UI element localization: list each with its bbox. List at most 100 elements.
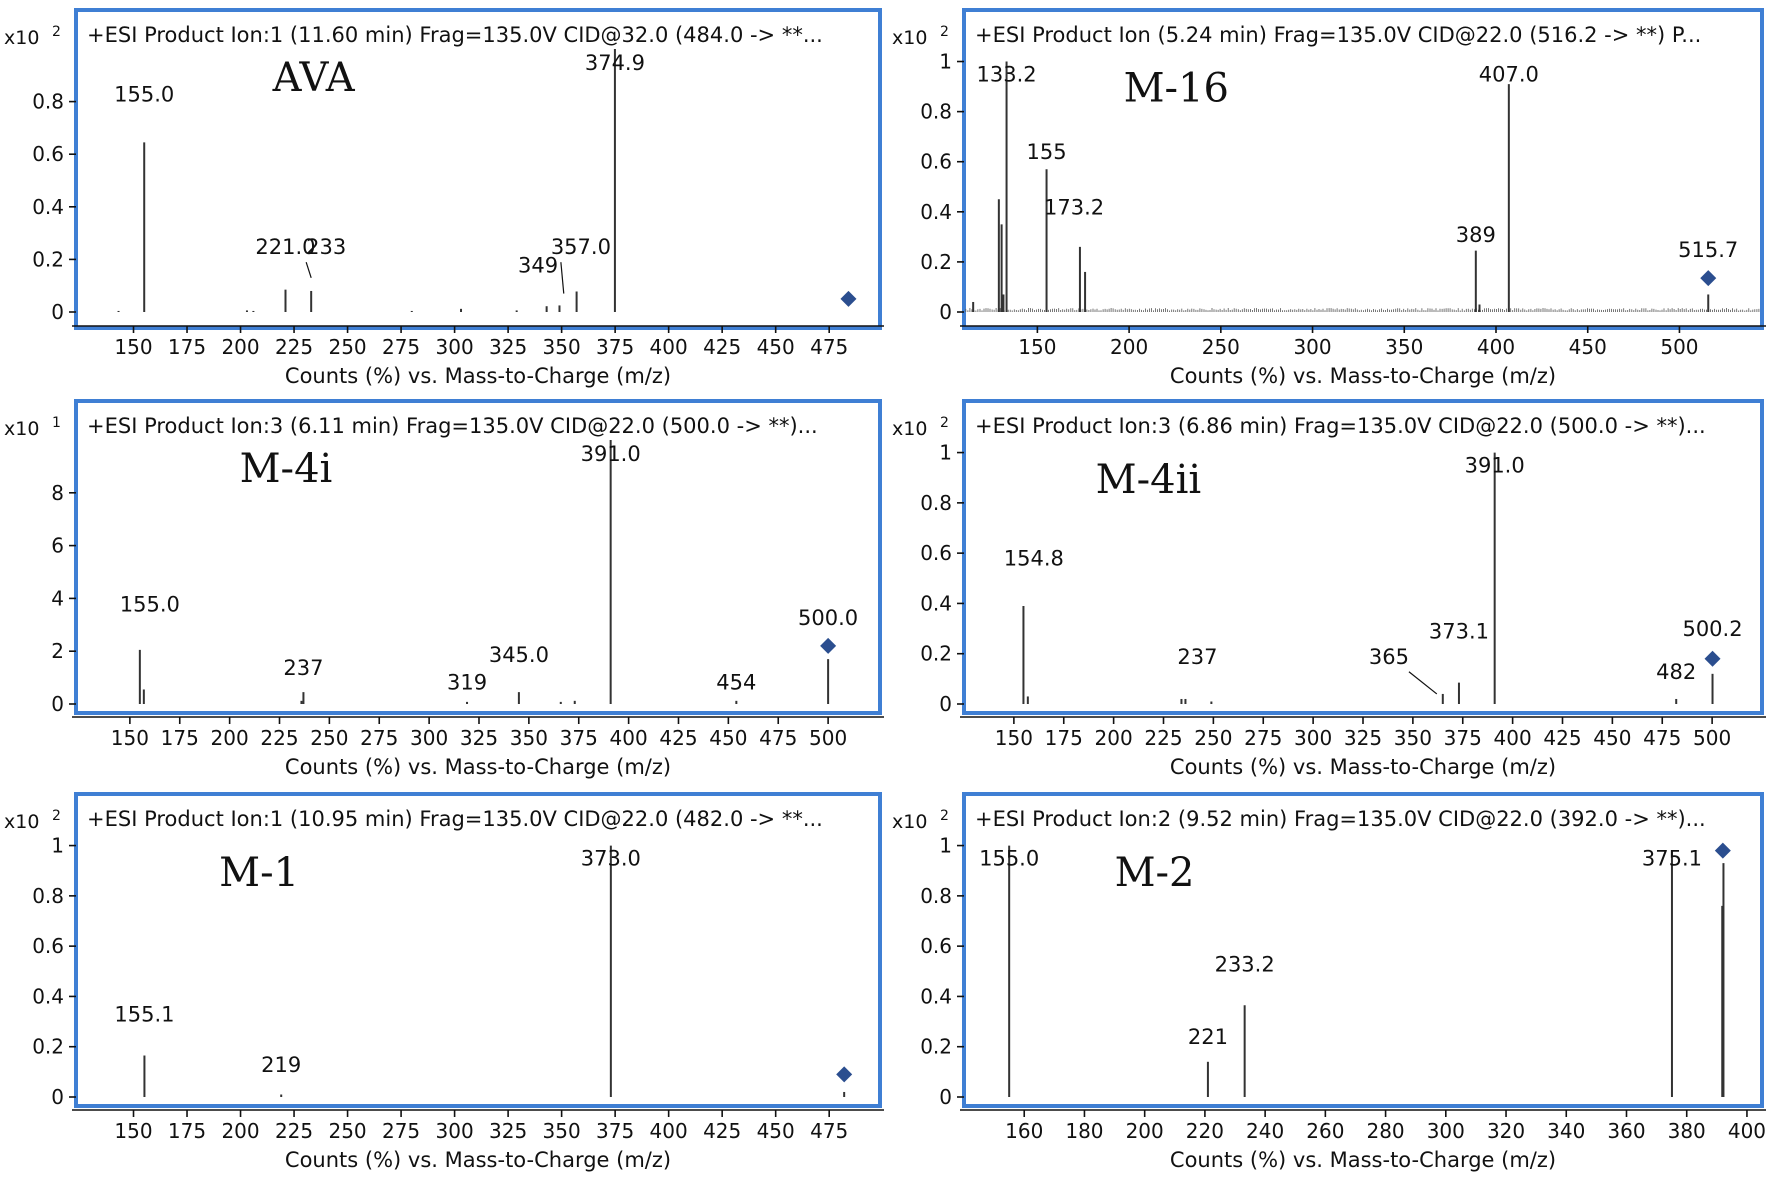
y-tick-label: 0.4: [920, 591, 952, 615]
y-tick-label: 0.8: [920, 100, 952, 124]
axis-multiplier: x10: [892, 27, 927, 49]
peak-label: 133.2: [976, 63, 1036, 87]
x-tick-label: 375: [596, 335, 634, 359]
panel-frame: [962, 792, 1764, 1108]
x-tick-label: 300: [1293, 335, 1331, 359]
x-tick-label: 450: [757, 335, 795, 359]
y-tick-label: 0: [51, 1085, 64, 1109]
x-tick-label: 425: [703, 1119, 741, 1143]
precursor-marker: [820, 637, 837, 654]
compound-label: M-16: [1124, 66, 1229, 112]
baseline-noise: [965, 308, 1760, 312]
peak-label: 155.1: [114, 1003, 174, 1027]
x-tick-label: 475: [759, 726, 797, 750]
x-tick-label: 450: [1593, 726, 1631, 750]
y-tick-label: 1: [939, 50, 952, 74]
peak-label: 233: [306, 235, 346, 259]
x-tick-label: 475: [810, 335, 848, 359]
peak-label: 454: [716, 670, 756, 694]
peak-label: 374.9: [585, 51, 645, 75]
y-tick-label: 0.8: [920, 491, 952, 515]
y-tick-label: 0.6: [32, 934, 64, 958]
x-tick-label: 250: [328, 1119, 366, 1143]
peak-label: 155: [1027, 140, 1067, 164]
spectrum-panel-5: x10 2 +ESI Product Ion:1 (10.95 min) Frag=…: [4, 792, 884, 1172]
axis-multiplier-exponent: 2: [940, 24, 949, 40]
axis-multiplier-exponent: 1: [52, 415, 61, 431]
x-axis-label: Counts (%) vs. Mass-to-Charge (m/z): [285, 755, 671, 779]
x-tick-label: 280: [1366, 1119, 1404, 1143]
panel-header: +ESI Product Ion:1 (10.95 min) Frag=135.…: [87, 807, 823, 831]
y-tick-label: 4: [51, 586, 64, 610]
x-tick-label: 200: [1110, 335, 1148, 359]
x-tick-label: 320: [1487, 1119, 1525, 1143]
x-tick-label: 175: [161, 726, 199, 750]
x-tick-label: 150: [1018, 335, 1056, 359]
panel-header: +ESI Product Ion:2 (9.52 min) Frag=135.0…: [975, 807, 1706, 831]
spectrum-panel-1: x10 2 +ESI Product Ion:1 (11.60 min) Frag=…: [4, 8, 884, 388]
y-tick-label: 0.4: [920, 984, 952, 1008]
x-tick-label: 425: [659, 726, 697, 750]
peak-label: 219: [261, 1053, 301, 1077]
spectrum-panel-2: x10 2 +ESI Product Ion (5.24 min) Frag=135…: [892, 8, 1766, 388]
spectrum-panel-3: x10 1 +ESI Product Ion:3 (6.11 min) Frag=1…: [4, 399, 884, 779]
x-tick-label: 350: [543, 335, 581, 359]
panel-header: +ESI Product Ion:1 (11.60 min) Frag=135.…: [87, 23, 823, 47]
x-axis-label: Counts (%) vs. Mass-to-Charge (m/z): [285, 364, 671, 388]
peak-label: 391.0: [1465, 454, 1525, 478]
x-tick-label: 275: [382, 1119, 420, 1143]
y-tick-label: 0.8: [32, 90, 64, 114]
y-tick-label: 0.6: [920, 934, 952, 958]
y-tick-label: 0.8: [32, 884, 64, 908]
y-tick-label: 0.8: [920, 884, 952, 908]
y-tick-label: 0.4: [920, 200, 952, 224]
axis-multiplier: x10: [4, 811, 39, 833]
peak-label: 407.0: [1479, 63, 1539, 87]
x-tick-label: 260: [1306, 1119, 1344, 1143]
y-tick-label: 0.4: [32, 984, 64, 1008]
x-tick-label: 500: [1693, 726, 1731, 750]
x-tick-label: 350: [1385, 335, 1423, 359]
y-tick-label: 0: [939, 692, 952, 716]
precursor-marker: [836, 1066, 853, 1083]
x-tick-label: 225: [1144, 726, 1182, 750]
compound-label: M-2: [1115, 850, 1195, 896]
x-axis-label: Counts (%) vs. Mass-to-Charge (m/z): [1170, 1148, 1556, 1172]
x-tick-label: 375: [560, 726, 598, 750]
x-tick-label: 240: [1246, 1119, 1284, 1143]
peak-label: 373.1: [1429, 620, 1489, 644]
y-tick-label: 6: [51, 534, 64, 558]
peak-label: 500.0: [798, 606, 858, 630]
x-tick-label: 225: [275, 1119, 313, 1143]
x-tick-label: 375: [1444, 726, 1482, 750]
x-tick-label: 325: [1344, 726, 1382, 750]
x-tick-label: 225: [260, 726, 298, 750]
x-tick-label: 300: [1294, 726, 1332, 750]
x-tick-label: 375: [596, 1119, 634, 1143]
panel-frame: [74, 399, 882, 715]
y-tick-label: 0: [51, 692, 64, 716]
y-tick-label: 0.6: [920, 541, 952, 565]
y-tick-label: 0: [939, 300, 952, 324]
y-tick-label: 0: [939, 1085, 952, 1109]
compound-label: AVA: [272, 55, 356, 101]
x-tick-label: 200: [221, 1119, 259, 1143]
x-tick-label: 450: [1569, 335, 1607, 359]
peak-label: 500.2: [1682, 617, 1742, 641]
x-tick-label: 175: [168, 335, 206, 359]
x-tick-label: 360: [1607, 1119, 1645, 1143]
x-tick-label: 200: [211, 726, 249, 750]
x-tick-label: 425: [1543, 726, 1581, 750]
peak-label: 515.7: [1678, 238, 1738, 262]
x-tick-label: 200: [1126, 1119, 1164, 1143]
x-tick-label: 150: [995, 726, 1033, 750]
x-tick-label: 400: [1477, 335, 1515, 359]
peak-label: 237: [1177, 645, 1217, 669]
x-tick-label: 275: [1244, 726, 1282, 750]
peak-label: 365: [1369, 645, 1409, 669]
x-tick-label: 350: [1394, 726, 1432, 750]
peak-label: 357.0: [551, 235, 611, 259]
x-tick-label: 250: [1194, 726, 1232, 750]
x-tick-label: 175: [1045, 726, 1083, 750]
